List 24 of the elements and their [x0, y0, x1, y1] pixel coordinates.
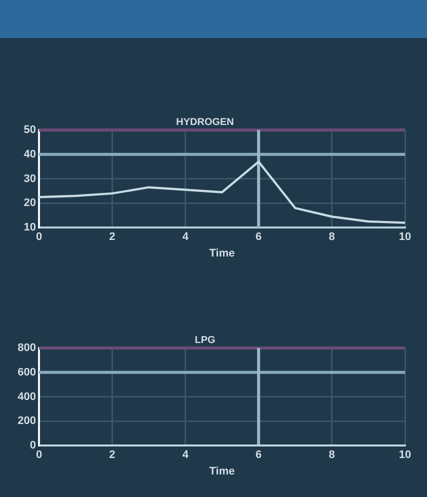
- y-tick-label: 200: [18, 415, 36, 428]
- y-tick-label: 0: [30, 440, 36, 452]
- chart-title: HYDROGEN: [176, 116, 234, 128]
- x-tick-label: 10: [398, 231, 412, 244]
- y-tick-label: 50: [24, 124, 36, 136]
- y-tick-label: 600: [18, 366, 36, 378]
- y-tick-label: 10: [24, 222, 36, 234]
- x-tick-label: 6: [256, 231, 262, 244]
- x-tick-label: 4: [182, 231, 190, 244]
- y-tick-label: 40: [24, 148, 36, 160]
- y-tick-label: 800: [18, 342, 36, 354]
- y-tick-label: 400: [18, 390, 36, 403]
- x-tick-label: 6: [256, 449, 262, 462]
- y-tick-label: 20: [24, 197, 36, 210]
- x-axis-title: Time: [209, 247, 235, 260]
- x-axis-title: Time: [209, 465, 235, 478]
- y-tick-label: 30: [24, 172, 36, 185]
- x-tick-label: 4: [182, 449, 190, 462]
- chart-title: LPG: [194, 334, 216, 346]
- x-tick-label: 8: [328, 231, 335, 244]
- x-tick-label: 2: [109, 231, 116, 244]
- x-tick-label: 2: [109, 449, 116, 462]
- x-tick-label: 10: [398, 449, 412, 462]
- x-tick-label: 8: [328, 449, 335, 462]
